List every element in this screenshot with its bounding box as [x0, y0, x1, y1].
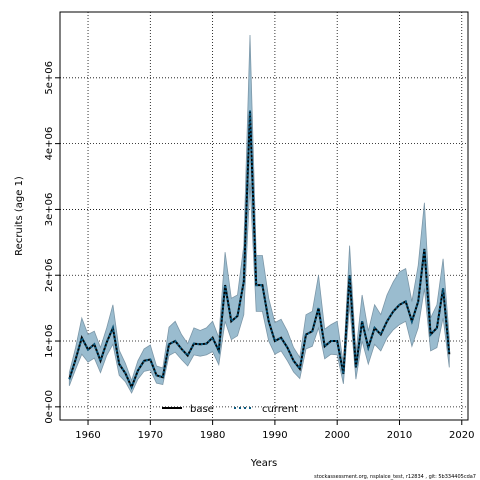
y-tick-label: 5e+06 [44, 61, 55, 95]
series-base-line [68, 110, 451, 390]
y-tick-label: 4e+06 [44, 127, 55, 161]
y-tick-label: 3e+06 [44, 193, 55, 227]
x-tick-label: 1960 [75, 430, 100, 441]
x-tick-label: 2000 [324, 430, 349, 441]
y-tick-label: 2e+06 [44, 258, 55, 292]
legend: base current [162, 404, 298, 415]
x-tick-label: 2010 [387, 430, 412, 441]
plot-frame [59, 11, 469, 421]
series-current-line [68, 110, 451, 390]
footer-note: stockassessment.org, nsplaice_test, r128… [314, 474, 476, 480]
x-tick-label: 1970 [138, 430, 163, 441]
x-tick-label: 2020 [449, 430, 474, 441]
y-axis-title: Recruits (age 1) [14, 176, 25, 256]
legend-current-label: current [262, 404, 298, 415]
legend-base-label: base [190, 404, 214, 415]
y-tick-label: 0e+00 [44, 390, 55, 424]
confidence-band [68, 34, 450, 394]
y-tick-label: 1e+06 [44, 324, 55, 358]
x-tick-label: 1990 [262, 430, 287, 441]
x-axis-title: Years [250, 458, 277, 469]
x-axis: 1960 1970 1980 1990 2000 2010 2020 [75, 420, 474, 441]
y-axis: 0e+00 1e+06 2e+06 3e+06 4e+06 5e+06 [44, 61, 60, 424]
x-tick-label: 1980 [200, 430, 225, 441]
